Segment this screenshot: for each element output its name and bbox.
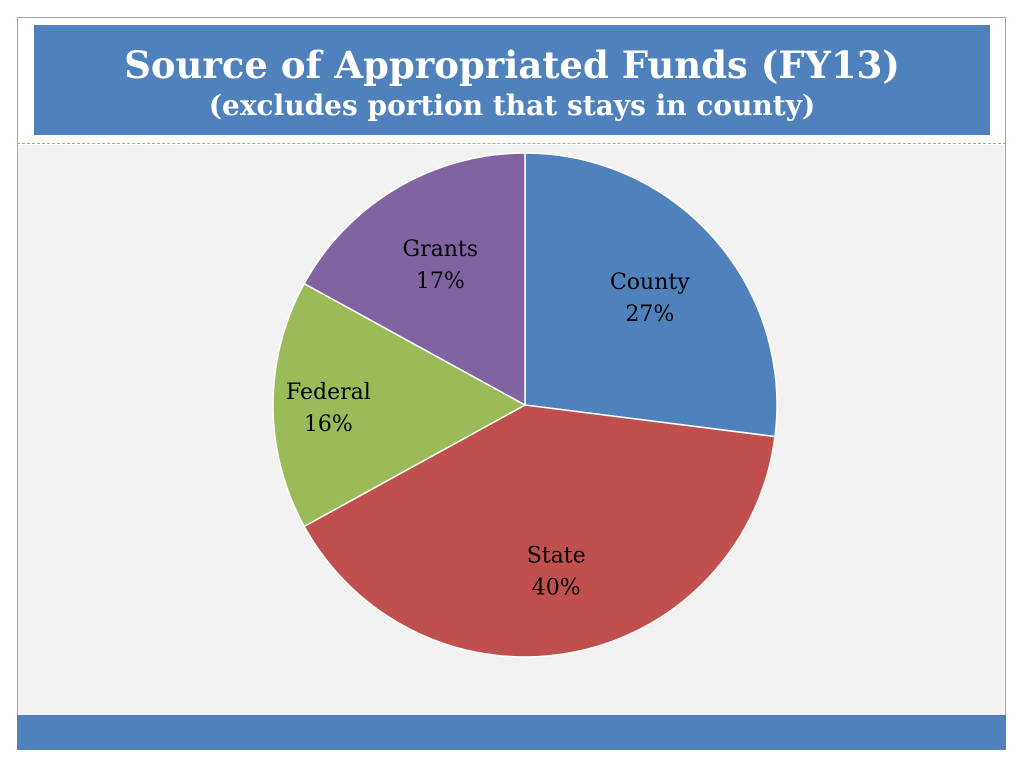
slice-value-federal: 16%: [304, 412, 353, 437]
pie-slice-county: [524, 152, 778, 438]
slice-value-county: 27%: [625, 302, 674, 327]
title-divider: [17, 143, 1006, 144]
slice-value-state: 40%: [532, 575, 581, 600]
slide-title: Source of Appropriated Funds (FY13): [124, 43, 900, 87]
slice-label-grants: Grants: [403, 237, 479, 262]
slice-label-county: County: [610, 270, 690, 295]
slice-label-state: State: [527, 543, 586, 568]
pie-slice-federal: [272, 282, 527, 528]
title-banner: Source of Appropriated Funds (FY13) (exc…: [34, 25, 990, 135]
slice-label-federal: Federal: [286, 380, 371, 405]
pie-labels: County 27% State 40% Federal 16% Grants 17%: [286, 237, 690, 601]
pie-slices: [272, 152, 778, 658]
pie-slice-state: [303, 404, 776, 658]
slice-value-grants: 17%: [416, 269, 465, 294]
footer-bar: [17, 715, 1006, 750]
slide-subtitle: (excludes portion that stays in county): [208, 89, 816, 122]
pie-slice-grants: [303, 152, 526, 407]
